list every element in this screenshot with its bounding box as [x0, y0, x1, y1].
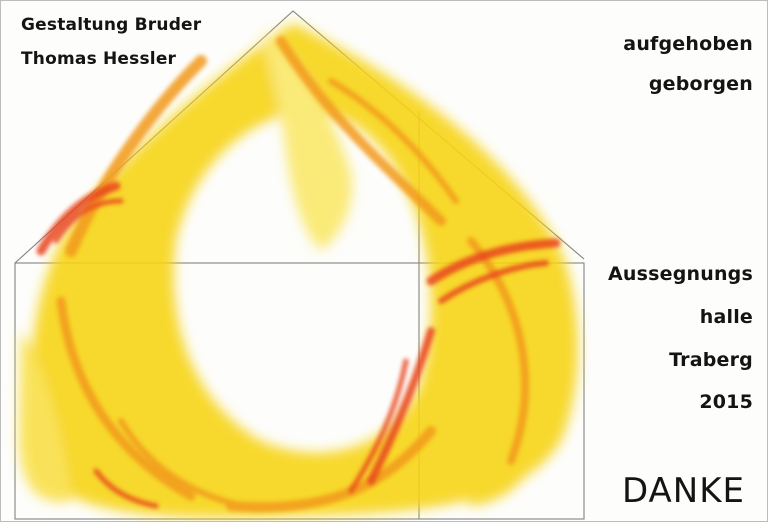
caption-line-1: aufgehoben	[623, 33, 753, 55]
caption-line-2: geborgen	[648, 73, 753, 95]
red-strokes	[36, 181, 561, 509]
yellow-wash	[19, 23, 578, 518]
place-line-1: Aussegnungs	[607, 263, 753, 285]
credit-line-1: Gestaltung Bruder	[21, 15, 202, 35]
place-line-2: halle	[699, 306, 753, 328]
thanks-text: DANKE	[621, 471, 745, 511]
credit-line-2: Thomas Hessler	[21, 49, 177, 69]
place-year: 2015	[699, 391, 753, 413]
place-line-3: Traberg	[669, 349, 753, 371]
orange-strokes	[56, 36, 530, 513]
